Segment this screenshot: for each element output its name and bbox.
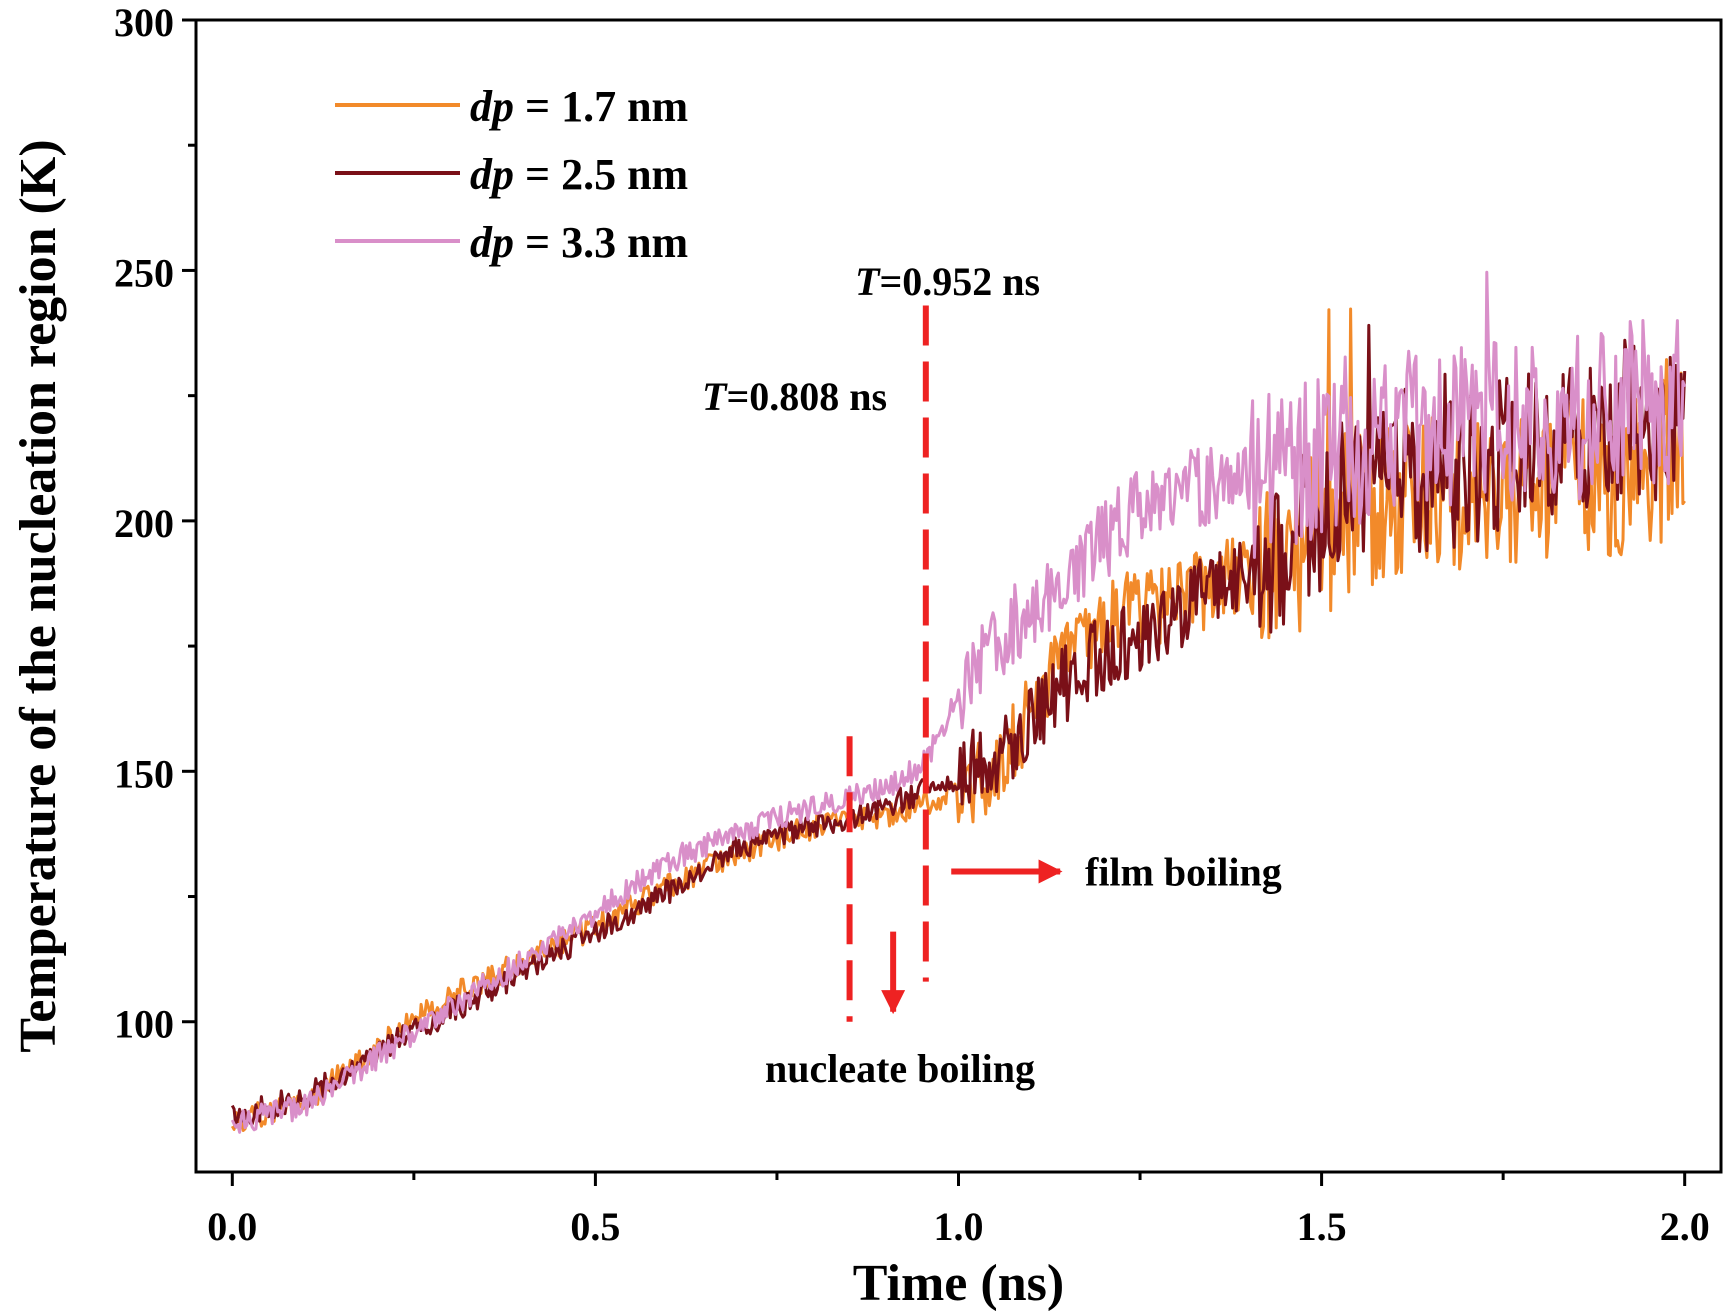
legend-entry: dp = 1.7 nm — [470, 82, 688, 131]
y-tick-label: 300 — [114, 0, 174, 45]
threshold-label: T=0.952 ns — [855, 259, 1040, 304]
x-tick-label: 0.5 — [570, 1204, 620, 1249]
x-axis-label: Time (ns) — [853, 1255, 1064, 1311]
legend-entry-variable: dp — [470, 82, 514, 131]
threshold-label-value: =0.952 ns — [879, 259, 1040, 304]
series-line — [230, 323, 1687, 1129]
nucleate-boiling-label: nucleate boiling — [765, 1046, 1035, 1091]
threshold-label-variable: T — [702, 374, 728, 419]
threshold-label-variable: T — [855, 259, 881, 304]
y-axis-label: Temperature of the nucleation region (K) — [10, 139, 67, 1052]
legend-entry-variable: dp — [470, 218, 514, 267]
x-tick-label: 0.0 — [207, 1204, 257, 1249]
legend-entry-value: = 3.3 nm — [514, 218, 688, 267]
threshold-label-value: =0.808 ns — [726, 374, 887, 419]
plot-area — [230, 270, 1687, 1134]
y-tick-label: 100 — [114, 1002, 174, 1047]
series-line — [230, 270, 1687, 1134]
threshold-label: T=0.808 ns — [702, 374, 887, 419]
film-boiling-label: film boiling — [1085, 849, 1282, 894]
legend-entry: dp = 3.3 nm — [470, 218, 688, 267]
y-tick-label: 200 — [114, 501, 174, 546]
axis-ticks: 0.0 0.5 1.0 1.5 2.0 100 150 200 250 300 — [114, 0, 1710, 1249]
legend-entry-value: = 2.5 nm — [514, 150, 688, 199]
y-tick-label: 250 — [114, 250, 174, 295]
x-tick-label: 1.5 — [1297, 1204, 1347, 1249]
legend-entry-variable: dp — [470, 150, 514, 199]
x-tick-label: 1.0 — [934, 1204, 984, 1249]
y-tick-label: 150 — [114, 751, 174, 796]
legend-entry: dp = 2.5 nm — [470, 150, 688, 199]
legend-entry-value: = 1.7 nm — [514, 82, 688, 131]
x-tick-label: 2.0 — [1660, 1204, 1710, 1249]
